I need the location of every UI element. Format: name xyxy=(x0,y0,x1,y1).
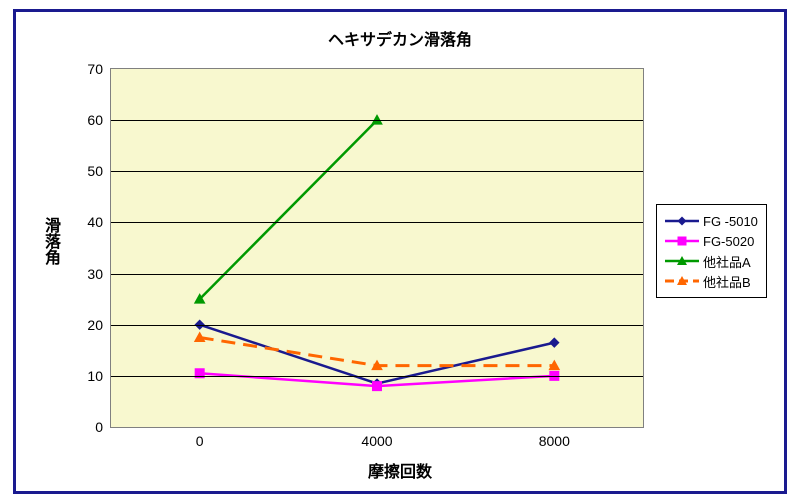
x-axis-label: 摩擦回数 xyxy=(16,458,784,482)
gridline xyxy=(111,376,643,377)
x-tick-label: 8000 xyxy=(539,433,570,449)
y-tick-label: 70 xyxy=(87,61,103,77)
data-series xyxy=(111,69,643,427)
legend-item: FG -5010 xyxy=(665,211,758,231)
y-tick-label: 10 xyxy=(87,368,103,384)
legend-swatch xyxy=(665,233,699,249)
y-tick-label: 60 xyxy=(87,112,103,128)
chart-container: ヘキサデカン滑落角 滑落角 010203040506070040008000 摩… xyxy=(0,0,800,503)
gridline xyxy=(111,120,643,121)
y-tick-label: 40 xyxy=(87,214,103,230)
legend-item: FG-5020 xyxy=(665,231,758,251)
legend-swatch xyxy=(665,273,699,289)
legend-item: 他社品B xyxy=(665,271,758,291)
gridline xyxy=(111,171,643,172)
chart-frame: ヘキサデカン滑落角 滑落角 010203040506070040008000 摩… xyxy=(13,9,787,494)
x-tick-label: 4000 xyxy=(361,433,392,449)
legend-label: FG -5010 xyxy=(703,214,758,229)
gridline xyxy=(111,274,643,275)
legend-swatch xyxy=(665,253,699,269)
y-tick-label: 0 xyxy=(95,419,103,435)
legend-label: 他社品B xyxy=(703,272,751,291)
y-tick-label: 50 xyxy=(87,163,103,179)
y-axis-label: 滑落角 xyxy=(38,217,62,265)
x-tick-label: 0 xyxy=(196,433,204,449)
legend: FG -5010 FG-5020 他社品A他社品B xyxy=(656,204,767,298)
legend-label: 他社品A xyxy=(703,252,751,271)
legend-item: 他社品A xyxy=(665,251,758,271)
legend-swatch xyxy=(665,213,699,229)
chart-title: ヘキサデカン滑落角 xyxy=(16,26,784,50)
gridline xyxy=(111,222,643,223)
legend-label: FG-5020 xyxy=(703,234,754,249)
gridline xyxy=(111,325,643,326)
y-tick-label: 20 xyxy=(87,317,103,333)
y-tick-label: 30 xyxy=(87,266,103,282)
plot-area: 010203040506070040008000 xyxy=(110,68,644,428)
